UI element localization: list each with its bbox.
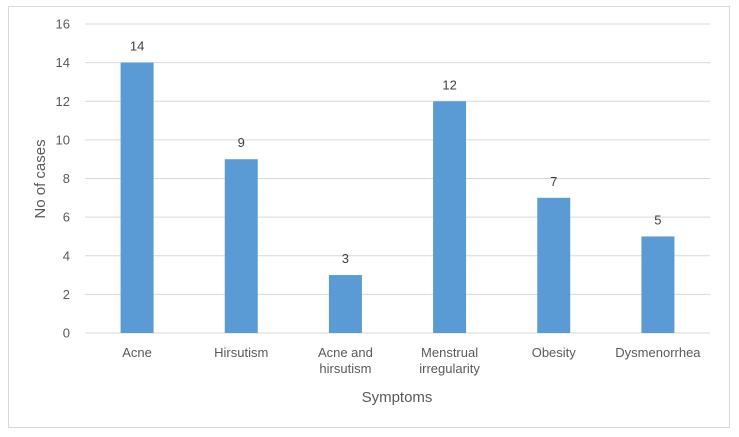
bar-value-label: 9: [238, 135, 245, 150]
x-axis-title: Symptoms: [362, 389, 433, 406]
y-tick-label: 10: [56, 132, 70, 147]
bar: [120, 62, 154, 333]
x-tick-label: Acne: [122, 345, 152, 360]
x-tick-label: Dysmenorrhea: [615, 345, 701, 360]
bar: [328, 275, 362, 333]
bar: [537, 197, 571, 333]
bar-value-label: 12: [442, 77, 456, 92]
y-tick-label: 6: [63, 210, 70, 225]
bar-value-label: 7: [550, 174, 557, 189]
y-tick-label: 14: [56, 55, 70, 70]
x-tick-label-line: Acne and: [318, 345, 373, 360]
bar-value-label: 14: [130, 39, 144, 54]
y-axis-ticks: 0 2 4 6 8 10 12 14 16: [56, 17, 70, 341]
x-axis-ticks: Acne Hirsutism Acne and hirsutism Menstrual i…: [122, 345, 701, 376]
y-tick-label: 2: [63, 287, 70, 302]
y-tick-label: 12: [56, 94, 70, 109]
bar-value-label: 5: [654, 212, 661, 227]
bars: [120, 62, 675, 333]
y-tick-label: 4: [63, 248, 70, 263]
y-axis-title: No of cases: [32, 139, 49, 218]
x-tick-label-line: Menstrual: [421, 345, 478, 360]
x-tick-label-line: Dysmenorrhea: [615, 345, 701, 360]
y-tick-label: 0: [63, 326, 70, 341]
gridlines: [85, 23, 710, 334]
x-tick-label-line: Hirsutism: [214, 345, 268, 360]
x-tick-label: Hirsutism: [214, 345, 268, 360]
x-tick-label: Menstrual irregularity: [419, 345, 480, 376]
x-tick-label-line: hirsutism: [319, 361, 371, 376]
bar: [433, 101, 467, 333]
y-tick-label: 16: [56, 17, 70, 32]
x-tick-label-line: irregularity: [419, 361, 480, 376]
bar: [224, 159, 258, 333]
bar: [641, 236, 675, 333]
data-labels: 14 9 3 12 7 5: [130, 39, 662, 266]
y-tick-label: 8: [63, 171, 70, 186]
x-tick-label-line: Obesity: [532, 345, 577, 360]
x-tick-label: Obesity: [532, 345, 577, 360]
x-tick-label-line: Acne: [122, 345, 152, 360]
x-tick-label: Acne and hirsutism: [318, 345, 373, 376]
bar-value-label: 3: [342, 251, 349, 266]
